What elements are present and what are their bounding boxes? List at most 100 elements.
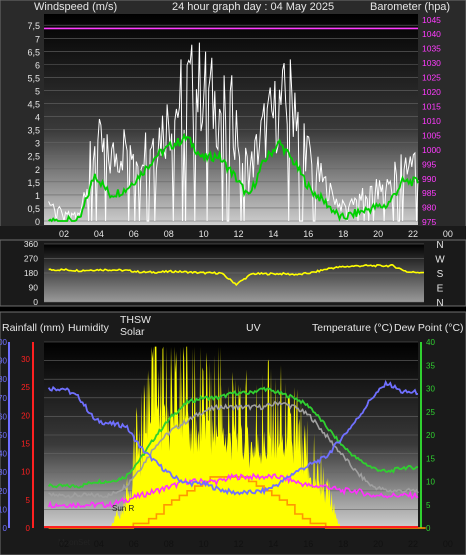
wind-tick-label: 2,5 (27, 152, 40, 162)
wind-tick-label: 0,5 (27, 204, 40, 214)
wind-tick-label: 7,5 (27, 21, 40, 31)
temperature-tick-label: 15 (426, 454, 435, 463)
x-tick-label: 08 (164, 229, 174, 239)
barometer-tick-label: 980 (422, 203, 436, 213)
wind-tick-label: 3,5 (27, 126, 40, 136)
x-tick-label: 06 (129, 539, 139, 549)
temperature-tick-label: 40 (426, 338, 435, 347)
temperature-tick-label: 25 (426, 408, 435, 417)
rain-tick-label: 30 (21, 355, 30, 364)
sun-label: Sun R (112, 504, 134, 513)
barometer-tick-label: 975 (422, 217, 436, 227)
barometer-tick-label: 1040 (422, 29, 441, 39)
rain-tick-label: 10 (21, 468, 30, 477)
x-tick-label: 00 (443, 539, 453, 549)
compass-label: E (437, 284, 444, 295)
compass-label: N (436, 240, 443, 251)
barometer-title: Barometer (hpa) (370, 1, 450, 13)
direction-tick-label: 90 (29, 283, 39, 293)
humidity-tick-label: 80 (0, 375, 8, 384)
x-tick-label: 22 (408, 539, 418, 549)
wind-tick-label: 1,5 (27, 178, 40, 188)
humidity-tick-label: 40 (0, 450, 8, 459)
wind-tick-label: 4,5 (27, 100, 40, 110)
dewpoint-title: Dew Point (°C) (394, 322, 464, 334)
humidity-tick-label: 70 (0, 394, 8, 403)
rain-tick-label: 25 (21, 383, 30, 392)
x-tick-label: 16 (303, 539, 313, 549)
humidity-tick-label: 30 (0, 468, 8, 477)
rain-tick-label: 20 (21, 411, 30, 420)
solar-area (48, 346, 418, 528)
wind-tick-label: 3 (35, 139, 40, 149)
rain-tick-label: 15 (21, 439, 30, 448)
time-axis: 02 04 06 08 10 12 14 16 18 20 22 00 (0, 226, 466, 240)
humidity-tick-label: 60 (0, 412, 8, 421)
wind-average-line (48, 132, 419, 223)
barometer-tick-label: 1015 (422, 101, 441, 111)
thsw-title: THSW (120, 314, 151, 326)
temperature-tick-label: 20 (426, 431, 435, 440)
barometer-tick-label: 1035 (422, 44, 441, 54)
direction-tick-label: 360 (24, 239, 38, 249)
rain-tick-label: 0 (26, 524, 31, 533)
wind-tick-label: 0 (35, 217, 40, 227)
temperature-tick-label: 35 (426, 361, 435, 370)
x-tick-label: 10 (199, 539, 209, 549)
temperature-tick-label: 30 (426, 385, 435, 394)
x-tick-label: 12 (233, 539, 243, 549)
x-tick-label: 20 (373, 229, 383, 239)
x-tick-label: 20 (373, 539, 383, 549)
temperature-tick-label: 10 (426, 478, 435, 487)
uv-title: UV (246, 322, 261, 334)
direction-tick-label: 180 (24, 268, 38, 278)
wind-title: Windspeed (m/s) (34, 1, 117, 13)
humidity-tick-label: 90 (0, 357, 8, 366)
compass-label: S (437, 269, 444, 280)
direction-tick-label: 270 (24, 254, 38, 264)
barometer-tick-label: 1020 (422, 87, 441, 97)
wind-panel: Windspeed (m/s) 24 hour graph day : 04 M… (0, 0, 466, 238)
temperature-panel: Rainfall (mm) Humidity THSW Solar UV Tem… (0, 311, 466, 555)
temperature-axis-bar (420, 342, 422, 528)
temperature-title: Temperature (°C) (312, 322, 393, 334)
barometer-tick-label: 1010 (422, 116, 441, 126)
x-tick-label: 00 (443, 229, 453, 239)
wind-tick-label: 6 (35, 60, 40, 70)
rain-title: Rainfall (mm) (2, 322, 64, 334)
x-tick-label: 22 (408, 229, 418, 239)
time-axis-bottom: 02 04 06 08 10 12 14 16 18 20 22 00 (59, 539, 453, 549)
humidity-tick-label: 0 (3, 524, 8, 533)
barometer-tick-label: 985 (422, 188, 436, 198)
barometer-tick-label: 990 (422, 174, 436, 184)
x-tick-label: 02 (59, 539, 69, 549)
x-tick-label: 18 (338, 229, 348, 239)
x-tick-label: 12 (233, 229, 243, 239)
rain-axis-bar (32, 342, 34, 528)
dewpoint-line (48, 400, 419, 499)
rain-tick-label: 5 (26, 496, 31, 505)
wind-tick-label: 5 (35, 86, 40, 96)
temperature-line (47, 386, 418, 489)
humidity-tick-label: 100 (0, 338, 8, 347)
humidity-tick-label: 20 (0, 487, 8, 496)
wind-direction-line (48, 263, 425, 287)
barometer-tick-label: 1045 (422, 15, 441, 25)
temperature-tick-label: 5 (426, 501, 431, 510)
x-tick-label: 04 (94, 539, 104, 549)
compass-label: N (436, 298, 443, 309)
compass-label: W (435, 255, 445, 266)
x-tick-label: 10 (199, 229, 209, 239)
wind-tick-label: 6,5 (27, 47, 40, 57)
barometer-tick-label: 1030 (422, 58, 441, 68)
barometer-tick-label: 1000 (422, 145, 441, 155)
thsw-line (47, 472, 419, 509)
direction-tick-label: 0 (33, 297, 38, 307)
wind-tick-label: 2 (35, 165, 40, 175)
humidity-tick-label: 10 (0, 505, 8, 514)
humidity-axis-bar (8, 342, 10, 528)
temperature-tick-label: 0 (426, 524, 431, 533)
x-tick-label: 14 (268, 539, 278, 549)
